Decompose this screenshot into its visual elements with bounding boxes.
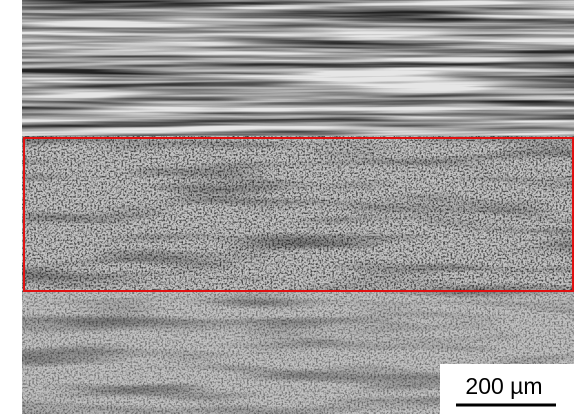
- highlight-box: [23, 137, 574, 292]
- granular-region: [22, 136, 574, 292]
- lamellar-region: [22, 0, 574, 136]
- lower-region: [22, 292, 574, 414]
- scale-bar-label: 200 µm: [465, 373, 542, 399]
